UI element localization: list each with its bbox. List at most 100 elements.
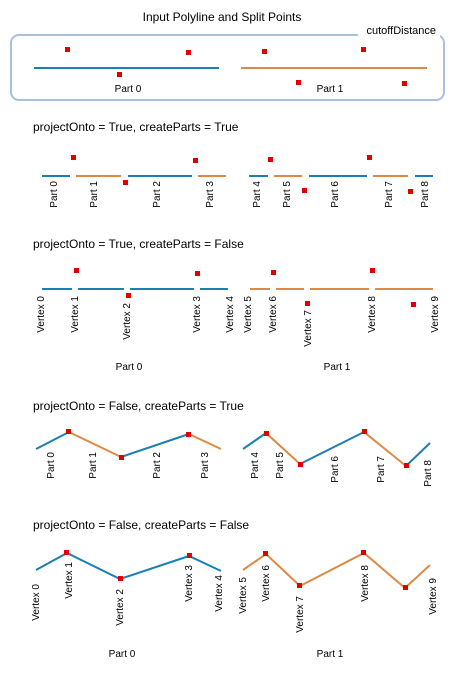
- section-heading: projectOnto = True, createParts = True: [33, 120, 239, 134]
- segment: [299, 431, 365, 465]
- split-point: [65, 47, 70, 52]
- segment: [405, 442, 431, 467]
- segment: [68, 431, 122, 458]
- vertex-label: Vertex 4: [214, 575, 225, 612]
- split-point: [186, 432, 191, 437]
- vertex-label: Vertex 9: [428, 578, 439, 615]
- part-label: Part 3: [205, 181, 216, 208]
- vertex-label: Vertex 6: [261, 565, 272, 602]
- input-part-0-label: Part 0: [115, 84, 142, 95]
- section-heading: projectOnto = False, createParts = True: [33, 399, 244, 413]
- split-point: [119, 455, 124, 460]
- split-point: [195, 271, 200, 276]
- part-label: Part 8: [420, 181, 431, 208]
- cutoff-distance-label: cutoffDistance: [366, 25, 436, 37]
- split-point: [403, 585, 408, 590]
- part-label: Part 1: [88, 452, 99, 479]
- vertex-label: Vertex 5: [238, 577, 249, 614]
- segment: [265, 432, 301, 465]
- part-label: Part 1: [89, 181, 100, 208]
- vertex-label: Vertex 9: [430, 296, 441, 333]
- vertex-label: Vertex 8: [360, 565, 371, 602]
- part-label: Part 1: [324, 362, 351, 373]
- vertex-label: Vertex 4: [225, 296, 236, 333]
- segment: [35, 431, 70, 450]
- section-heading: projectOnto = False, createParts = False: [33, 518, 249, 532]
- split-point: [411, 302, 416, 307]
- split-point: [298, 462, 303, 467]
- vertex-label: Vertex 3: [184, 565, 195, 602]
- cutoff-distance-frame: [10, 34, 445, 101]
- split-point: [361, 550, 366, 555]
- section-project-false-parts-true: projectOnto = False, createParts = True …: [33, 399, 434, 487]
- split-point: [271, 270, 276, 275]
- part-label: Part 7: [384, 181, 395, 208]
- part-label: Part 6: [330, 456, 341, 483]
- split-point: [74, 268, 79, 273]
- split-point: [362, 429, 367, 434]
- part-label: Part 7: [376, 456, 387, 483]
- section-project-true-parts-false: projectOnto = True, createParts = False …: [33, 237, 441, 373]
- split-point: [126, 293, 131, 298]
- vertex-label: Vertex 1: [64, 562, 75, 599]
- split-point: [263, 551, 268, 556]
- split-point: [264, 431, 269, 436]
- split-point: [404, 463, 409, 468]
- part-label: Part 8: [423, 460, 434, 487]
- part-label: Part 0: [109, 649, 136, 660]
- split-point: [123, 180, 128, 185]
- section-heading: projectOnto = True, createParts = False: [33, 237, 244, 251]
- part-label: Part 2: [152, 452, 163, 479]
- section-project-false-parts-false: projectOnto = False, createParts = False…: [31, 518, 439, 660]
- part-label: Part 3: [200, 452, 211, 479]
- split-point: [361, 47, 366, 52]
- split-point: [305, 301, 310, 306]
- part-label: Part 0: [46, 452, 57, 479]
- part-1-polyline: [242, 551, 431, 590]
- part-label: Part 4: [252, 181, 263, 208]
- part-label: Part 4: [250, 452, 261, 479]
- split-point: [296, 80, 301, 85]
- split-point: [370, 268, 375, 273]
- split-point: [302, 188, 307, 193]
- vertex-label: Vertex 1: [70, 296, 81, 333]
- split-point: [268, 157, 273, 162]
- vertex-label: Vertex 2: [115, 589, 126, 626]
- split-point: [117, 72, 122, 77]
- part-label: Part 2: [152, 181, 163, 208]
- split-point: [118, 576, 123, 581]
- split-point: [64, 550, 69, 555]
- diagram-title: Input Polyline and Split Points: [143, 10, 302, 24]
- split-point: [66, 429, 71, 434]
- vertex-label: Vertex 7: [303, 310, 314, 347]
- split-point: [187, 553, 192, 558]
- section-project-true-parts-true: projectOnto = True, createParts = True P…: [33, 120, 433, 208]
- split-point: [193, 158, 198, 163]
- segment: [242, 432, 267, 450]
- vertex-label: Vertex 5: [243, 296, 254, 333]
- split-point: [297, 583, 302, 588]
- part-label: Part 1: [317, 649, 344, 660]
- segment: [188, 433, 222, 450]
- split-point: [262, 49, 267, 54]
- segment: [363, 431, 407, 467]
- input-part-1-label: Part 1: [317, 84, 344, 95]
- split-point: [367, 155, 372, 160]
- part-label: Part 6: [330, 181, 341, 208]
- legend-label-backing: [358, 23, 440, 39]
- vertex-label: Vertex 0: [31, 584, 42, 621]
- part-label: Part 5: [275, 452, 286, 479]
- vertex-label: Vertex 2: [122, 303, 133, 340]
- split-point: [186, 50, 191, 55]
- vertex-label: Vertex 3: [192, 296, 203, 333]
- input-panel: Input Polyline and Split Points cutoffDi…: [10, 10, 445, 101]
- split-point: [408, 189, 413, 194]
- vertex-label: Vertex 0: [36, 296, 47, 333]
- vertex-label: Vertex 6: [268, 296, 279, 333]
- part-label: Part 0: [116, 362, 143, 373]
- split-point: [71, 155, 76, 160]
- segment: [120, 433, 190, 458]
- part-label: Part 5: [282, 181, 293, 208]
- vertex-label: Vertex 8: [367, 296, 378, 333]
